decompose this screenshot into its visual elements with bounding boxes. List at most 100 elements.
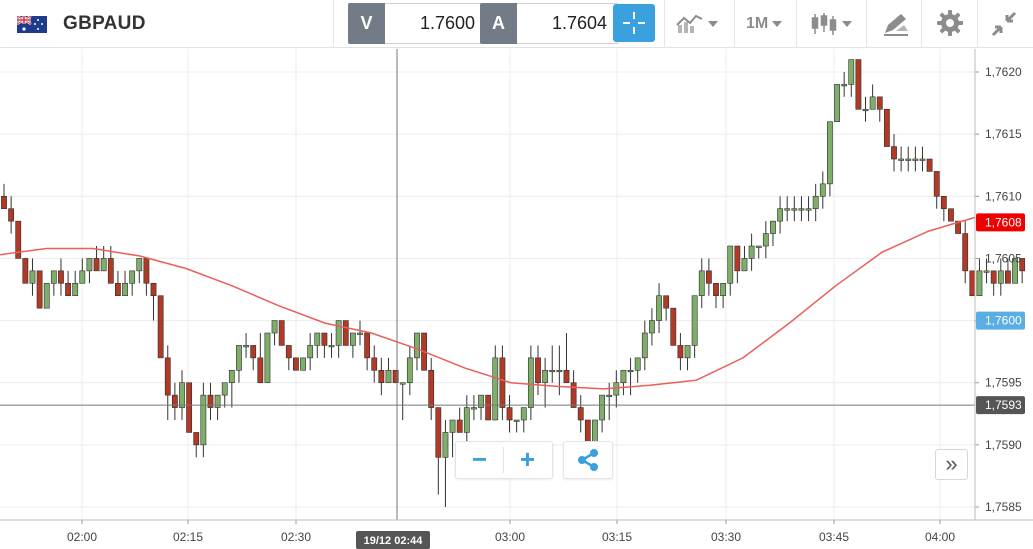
candle-body (1019, 258, 1026, 272)
zoom-out-button[interactable]: − (471, 444, 488, 474)
candlestick-series (1, 59, 1026, 507)
candle-body (713, 282, 719, 297)
candle-body (328, 345, 335, 348)
candle (221, 382, 228, 408)
y-tick-label: 1,7595 (985, 376, 1022, 390)
current-price-label: 1,7600 (985, 314, 1022, 328)
sell-price: 1.7600 (385, 3, 486, 44)
candle-body (805, 208, 812, 211)
x-tick-label: 03:30 (711, 530, 741, 544)
candle (670, 307, 677, 346)
candle-body (428, 369, 435, 408)
candle-body (1012, 258, 1018, 284)
candle (22, 258, 29, 284)
candle (542, 357, 549, 408)
candle-body (940, 195, 947, 210)
candlestick-icon (811, 12, 837, 35)
candle-body (378, 369, 385, 384)
candle-body (506, 407, 513, 421)
candle-body (955, 220, 961, 234)
candle (556, 345, 563, 396)
candle (855, 59, 862, 110)
indicators-button[interactable] (676, 10, 718, 38)
candle (649, 308, 655, 346)
candle (506, 395, 513, 433)
candle (755, 245, 762, 259)
candle-body (228, 369, 235, 384)
candle (919, 146, 926, 172)
y-tick-label: 1,7605 (985, 251, 1022, 265)
crosshair-time-badge (356, 531, 430, 549)
candle-body (969, 270, 976, 297)
chart-type-button[interactable] (810, 10, 852, 38)
candle-body (207, 394, 214, 408)
candle (741, 246, 748, 272)
candle-body (478, 394, 484, 408)
candle-body (684, 345, 691, 359)
candle-body (271, 320, 278, 334)
candle-body (79, 270, 86, 284)
candle-body (634, 357, 641, 371)
candle-body (100, 258, 107, 272)
separator (333, 0, 334, 48)
candle-body (990, 270, 997, 284)
candle-body (456, 419, 463, 433)
timeframe-select[interactable]: 1M (746, 10, 783, 38)
candle-body (186, 382, 193, 433)
candle-body (122, 282, 128, 297)
candle (8, 196, 15, 234)
candle-body (164, 357, 171, 396)
candle (129, 270, 136, 296)
price-chart[interactable]: 19/12 02:44 1,76201,76151,76101,76051,76… (0, 49, 1033, 549)
crosshair-button[interactable] (613, 4, 655, 42)
candle-body (129, 270, 136, 284)
candle (378, 357, 385, 396)
candle (328, 333, 335, 358)
candle-body (563, 369, 570, 384)
candle (485, 394, 492, 421)
candle (520, 407, 527, 433)
candle-body (143, 258, 150, 284)
settings-button[interactable] (936, 9, 964, 37)
candle (1012, 258, 1018, 284)
candle-body (677, 345, 684, 359)
zoom-in-button[interactable]: + (519, 444, 536, 474)
candle (1005, 258, 1011, 284)
drawing-tools-button[interactable] (882, 10, 910, 38)
collapse-button[interactable] (990, 10, 1018, 38)
candle (933, 171, 940, 209)
candle (236, 345, 242, 383)
candle (186, 382, 193, 433)
candle-body (449, 419, 456, 433)
candle (869, 84, 876, 110)
crosshair: 19/12 02:44 (0, 49, 975, 549)
candle-body (542, 369, 549, 384)
candle (527, 345, 534, 420)
candle (883, 108, 890, 147)
candle-body (841, 84, 848, 87)
crosshair-time-label: 19/12 02:44 (364, 535, 424, 547)
moving-average-price-label: 1,7608 (985, 215, 1022, 229)
candle-body (656, 295, 662, 321)
candle (50, 270, 57, 296)
top-toolbar: GBPAUD V 1.7600 A 1.7604 1M (0, 0, 1033, 48)
scroll-to-latest-button[interactable]: » (935, 449, 968, 480)
candle (905, 146, 912, 172)
candle-body (812, 195, 819, 210)
candle-body (898, 158, 905, 161)
candle-body (157, 295, 164, 359)
separator (921, 0, 922, 48)
share-button[interactable] (563, 441, 613, 479)
candle-body (200, 394, 207, 446)
candle-body (734, 245, 741, 272)
candle (876, 96, 883, 122)
candle (535, 345, 541, 396)
candle (862, 96, 869, 122)
candle-body (243, 345, 249, 348)
candle (36, 270, 43, 309)
candle (841, 72, 848, 97)
candle (385, 357, 392, 384)
candle (349, 332, 356, 358)
candle-body (741, 258, 748, 272)
moving-average-line (0, 216, 976, 390)
